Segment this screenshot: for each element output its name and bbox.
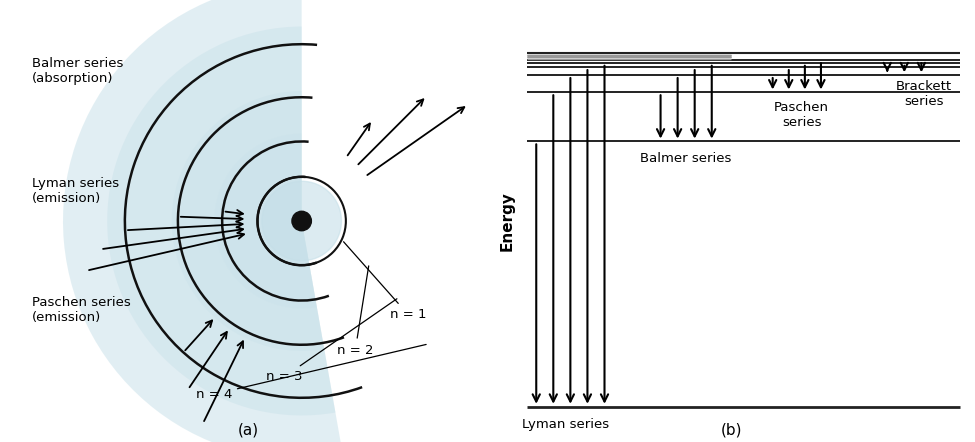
Wedge shape [172,91,325,351]
Wedge shape [63,0,343,442]
Text: Balmer series: Balmer series [641,152,732,165]
Text: Lyman series: Lyman series [522,418,609,431]
Circle shape [262,181,341,261]
Wedge shape [214,133,317,309]
Circle shape [292,211,311,231]
Text: n = 4: n = 4 [196,344,426,401]
Text: Balmer series
(absorption): Balmer series (absorption) [32,57,124,85]
Text: Lyman series
(emission): Lyman series (emission) [32,177,119,205]
Text: Paschen
series: Paschen series [774,101,829,129]
Text: Brackett
series: Brackett series [896,80,952,107]
Wedge shape [107,27,335,415]
Text: (a): (a) [238,423,259,438]
Text: Paschen series
(emission): Paschen series (emission) [32,296,131,324]
Text: Energy: Energy [499,191,515,251]
Text: n = 1: n = 1 [343,242,427,321]
Text: n = 3: n = 3 [266,299,397,383]
Text: n = 2: n = 2 [337,266,373,357]
Text: (b): (b) [721,423,742,438]
